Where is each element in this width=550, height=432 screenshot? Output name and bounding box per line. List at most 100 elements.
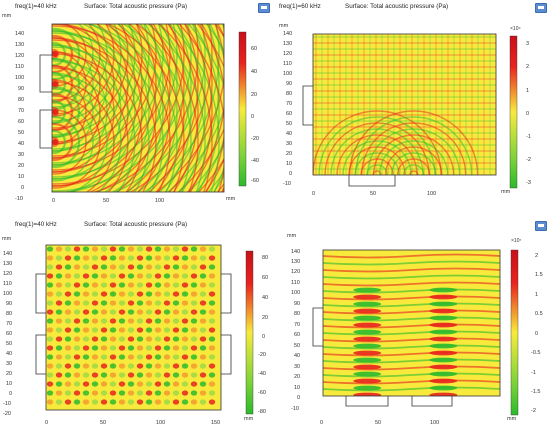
y-tick: -10 xyxy=(291,406,299,412)
y-tick: 120 xyxy=(283,51,293,57)
freq-label: freq(1)=40 kHz xyxy=(15,221,57,228)
surface-label: Surface: Total acoustic pressure (Pa) xyxy=(84,221,188,228)
colorbar-tick: -60 xyxy=(258,390,266,396)
y-tick: 140 xyxy=(291,249,301,255)
y-tick: 110 xyxy=(291,280,300,286)
plot-frame xyxy=(322,249,501,397)
colorbar-tick: -80 xyxy=(258,409,266,415)
freq-label: freq(1)=60 kHz xyxy=(279,3,321,10)
y-tick: 80 xyxy=(6,311,13,317)
y-tick: 90 xyxy=(294,301,301,307)
y-tick: 40 xyxy=(294,353,301,359)
x-tick: 150 xyxy=(211,420,221,426)
colorbar-tick: -20 xyxy=(258,352,266,358)
y-tick: 80 xyxy=(294,311,301,317)
y-tick: 120 xyxy=(3,271,13,277)
field-area xyxy=(46,245,221,410)
transducer-outline xyxy=(312,307,323,347)
colorbar-tick: -1.5 xyxy=(531,389,541,395)
x-tick: 0 xyxy=(52,198,56,204)
field-area xyxy=(313,34,496,175)
transducer-outline xyxy=(35,273,46,314)
y-tick: 90 xyxy=(286,81,293,87)
colorbar xyxy=(509,35,518,189)
x-tick: 100 xyxy=(156,420,166,426)
x-tick: 50 xyxy=(103,198,110,204)
y-tick: 20 xyxy=(18,163,25,169)
x-unit-label: mm xyxy=(501,189,511,195)
y-tick: 10 xyxy=(6,381,13,387)
y-tick: -10 xyxy=(3,401,11,407)
y-unit-label: mm xyxy=(279,23,289,29)
y-tick: -20 xyxy=(3,411,11,417)
pressure-field-plot xyxy=(35,244,254,415)
y-tick: 100 xyxy=(283,71,293,77)
y-tick: 30 xyxy=(18,152,25,158)
settings-icon[interactable] xyxy=(535,3,547,13)
y-tick: 70 xyxy=(18,108,25,114)
x-tick: 100 xyxy=(430,420,440,426)
colorbar-tick: 2 xyxy=(526,64,530,70)
colorbar-tick: 80 xyxy=(262,255,269,261)
y-tick: 100 xyxy=(3,291,13,297)
colorbar-tick: -60 xyxy=(251,178,259,184)
colorbar-tick: 0 xyxy=(262,334,266,340)
y-tick: 140 xyxy=(283,31,293,37)
y-tick: 50 xyxy=(18,130,25,136)
field-area xyxy=(323,250,500,396)
field-area xyxy=(52,24,224,192)
x-tick: 0 xyxy=(320,420,324,426)
colorbar xyxy=(238,31,247,187)
transducer-outline xyxy=(411,396,453,407)
colorbar-tick: -40 xyxy=(251,158,259,164)
surface-label: Surface: Total acoustic pressure (Pa) xyxy=(345,3,449,10)
y-tick: 60 xyxy=(286,111,293,117)
colorbar xyxy=(510,249,519,416)
y-tick: 30 xyxy=(6,361,13,367)
plot-frame xyxy=(312,33,497,176)
y-tick: 140 xyxy=(15,31,25,37)
y-tick: 130 xyxy=(15,42,25,48)
y-tick: 0 xyxy=(289,171,293,177)
colorbar-tick: 60 xyxy=(262,275,269,281)
y-tick: 10 xyxy=(286,161,293,167)
y-unit-label: mm xyxy=(2,236,12,242)
y-tick: 110 xyxy=(3,281,12,287)
y-tick: 40 xyxy=(18,141,25,147)
transducer-outline xyxy=(39,109,52,149)
y-tick: 70 xyxy=(6,321,13,327)
y-tick: 70 xyxy=(286,101,293,107)
colorbar-tick: 60 xyxy=(251,46,258,52)
y-tick: 20 xyxy=(286,151,293,157)
y-tick: 20 xyxy=(294,374,301,380)
settings-icon[interactable] xyxy=(258,3,270,13)
y-tick: 60 xyxy=(294,332,301,338)
x-unit-label: mm xyxy=(244,416,254,422)
y-tick: 130 xyxy=(283,41,293,47)
colorbar-tick: 0 xyxy=(535,331,539,337)
surface-label: Surface: Total acoustic pressure (Pa) xyxy=(84,3,188,10)
y-tick: 0 xyxy=(9,391,13,397)
transducer-outline xyxy=(39,54,52,93)
settings-icon[interactable] xyxy=(535,221,547,231)
y-tick: 110 xyxy=(283,61,292,67)
x-tick: 50 xyxy=(370,191,377,197)
y-tick: 60 xyxy=(6,331,13,337)
transducer-outline xyxy=(345,396,389,407)
y-tick: 20 xyxy=(6,371,13,377)
colorbar-tick: 3 xyxy=(526,41,530,47)
pressure-field-plot xyxy=(39,23,247,193)
y-tick: 60 xyxy=(18,119,25,125)
colorbar-tick: 20 xyxy=(262,315,269,321)
y-tick: 40 xyxy=(286,131,293,137)
y-tick: 50 xyxy=(286,121,293,127)
y-tick: 0 xyxy=(21,185,25,191)
x-tick: 50 xyxy=(375,420,382,426)
x-tick: 0 xyxy=(45,420,49,426)
colorbar-tick: 40 xyxy=(251,69,258,75)
y-tick: 80 xyxy=(18,97,25,103)
y-tick: 90 xyxy=(6,301,13,307)
colorbar xyxy=(245,250,254,415)
y-tick: 100 xyxy=(15,75,25,81)
transducer-outline xyxy=(302,85,313,126)
